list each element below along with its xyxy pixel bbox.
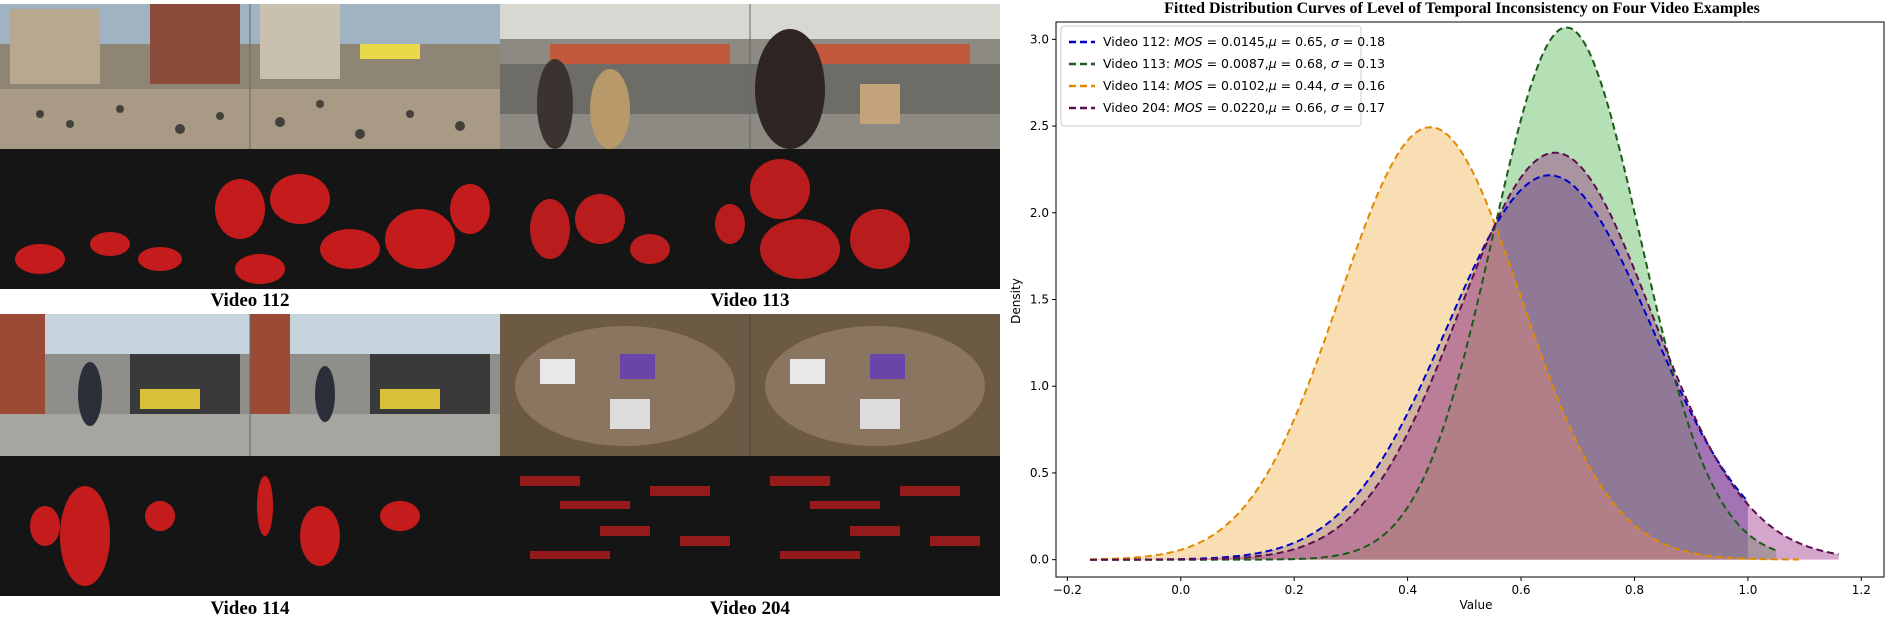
legend: Video 112: MOS = 0.0145,μ = 0.65, σ = 0.…	[1060, 25, 1385, 127]
density-curve-video-112	[1090, 174, 1749, 561]
video-examples-panel: Video 112 Video 113	[0, 0, 1000, 619]
video-112-block: Video 112	[0, 0, 500, 310]
y-tick-label: 1.0	[1030, 379, 1049, 393]
density-fill-video-113	[1090, 27, 1777, 560]
y-tick-label: 3.0	[1030, 32, 1049, 46]
video-114-block: Video 114	[0, 312, 500, 619]
density-chart: Fitted Distribution Curves of Level of T…	[1009, 0, 1885, 612]
x-tick-label: −0.2	[1053, 583, 1082, 597]
y-tick-label: 2.5	[1030, 119, 1049, 133]
video-204-block: Video 204	[500, 312, 1000, 619]
video-204-frames	[500, 314, 1000, 456]
y-tick-label: 0.0	[1030, 553, 1049, 567]
x-tick-label: 0.2	[1285, 583, 1304, 597]
density-lines	[1089, 26, 1839, 561]
video-112-frames	[0, 4, 500, 149]
x-tick-label: 0.6	[1511, 583, 1530, 597]
video-113-frames	[500, 4, 1000, 149]
video-113-heatmap	[500, 149, 1000, 289]
x-tick-label: 0.4	[1398, 583, 1417, 597]
legend-entry: Video 114: MOS = 0.0102,μ = 0.44, σ = 0.…	[1103, 78, 1385, 93]
y-tick-label: 0.5	[1030, 466, 1049, 480]
x-tick-label: 1.0	[1738, 583, 1757, 597]
video-114-frames	[0, 314, 500, 456]
density-curve-video-204	[1090, 151, 1839, 561]
plot-area	[1089, 26, 1839, 561]
video-114-heatmap	[0, 456, 500, 596]
x-tick-label: 0.0	[1171, 583, 1190, 597]
legend-entry: Video 112: MOS = 0.0145,μ = 0.65, σ = 0.…	[1103, 34, 1385, 49]
video-204-heatmap	[500, 456, 1000, 596]
video-204-caption: Video 204	[709, 598, 791, 619]
x-tick-label: 1.2	[1852, 583, 1871, 597]
chart-title: Fitted Distribution Curves of Level of T…	[1164, 0, 1760, 17]
legend-entry: Video 113: MOS = 0.0087,μ = 0.68, σ = 0.…	[1103, 56, 1385, 71]
video-113-block: Video 113	[500, 0, 1000, 310]
y-axis: 0.0 0.5 1.0 1.5 2.0 2.5 3.0	[1030, 32, 1056, 567]
video-114-caption: Video 114	[210, 598, 290, 619]
y-tick-label: 1.5	[1030, 293, 1049, 307]
density-fill-video-114	[1090, 127, 1799, 560]
legend-entry: Video 204: MOS = 0.0220,μ = 0.66, σ = 0.…	[1103, 100, 1385, 115]
legend-box	[1060, 25, 1362, 127]
x-axis-label: Value	[1460, 598, 1493, 612]
video-113-caption: Video 113	[710, 290, 790, 310]
video-112-caption: Video 112	[210, 290, 290, 310]
video-112-heatmap	[0, 149, 500, 289]
x-axis: −0.2 0.0 0.2 0.4 0.6 0.8 1.0 1.2	[1053, 577, 1871, 597]
y-axis-label: Density	[1009, 278, 1023, 324]
y-tick-label: 2.0	[1030, 206, 1049, 220]
x-tick-label: 0.8	[1625, 583, 1644, 597]
density-curve-video-114	[1089, 126, 1799, 561]
